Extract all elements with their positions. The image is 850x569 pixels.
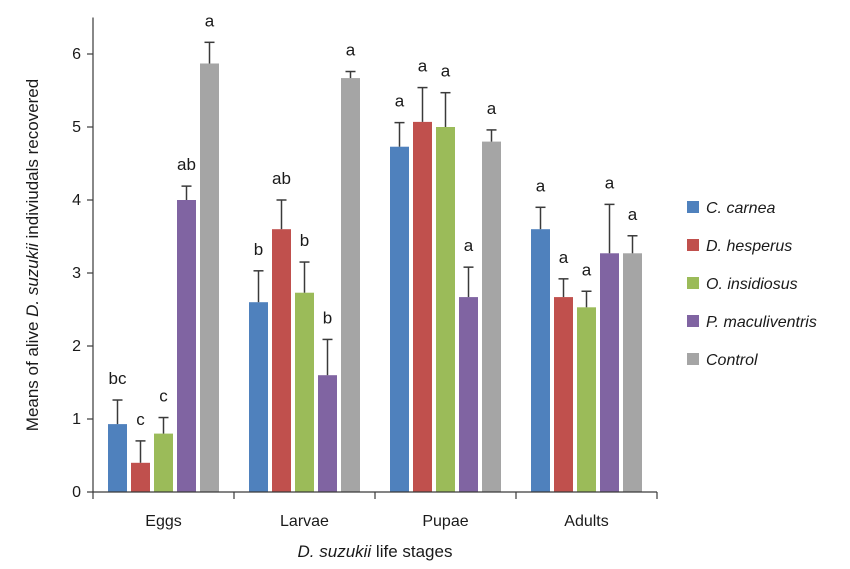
bar-pupae-3 <box>459 297 478 492</box>
legend-label-2: O. insidiosus <box>706 276 798 293</box>
axes-layer: 0 1 2 3 4 5 6 <box>72 17 658 501</box>
bar-pupae-2 <box>436 127 455 492</box>
significance-letter-eggs-1: c <box>136 410 145 429</box>
significance-letter-adults-0: a <box>536 176 546 195</box>
significance-letter-eggs-4: a <box>205 11 215 30</box>
x-axis-title-rest: life stages <box>371 542 452 561</box>
y-tick-label-0: 0 <box>72 484 81 501</box>
significance-letter-larvae-0: b <box>254 240 263 259</box>
significance-letter-adults-4: a <box>628 205 638 224</box>
bar-adults-0 <box>531 229 550 492</box>
y-tick-label-3: 3 <box>72 265 81 282</box>
x-axis-title: D. suzukii life stages <box>298 542 453 561</box>
significance-letter-larvae-1: ab <box>272 169 291 188</box>
significance-letter-pupae-4: a <box>487 99 497 118</box>
category-label-larvae: Larvae <box>280 513 329 530</box>
legend-swatch-3 <box>687 315 699 327</box>
significance-letter-adults-3: a <box>605 173 615 192</box>
bars-layer <box>108 41 642 493</box>
bar-eggs-1 <box>131 462 150 492</box>
legend: C. carnea D. hesperus O. insidiosus P. macu… <box>687 200 817 369</box>
y-tick-label-1: 1 <box>72 411 81 428</box>
significance-letter-eggs-0: bc <box>109 369 127 388</box>
significance-letter-pupae-1: a <box>418 57 428 76</box>
bar-pupae-0 <box>390 146 409 492</box>
bar-pupae-1 <box>413 121 432 492</box>
y-tick-label-4: 4 <box>72 192 81 209</box>
y-axis-title-italic: D. suzukii <box>23 242 42 317</box>
legend-swatch-4 <box>687 353 699 365</box>
legend-label-0: C. carnea <box>706 200 775 217</box>
y-tick-label-5: 5 <box>72 119 81 136</box>
y-axis-title-after: indiviudals recovered <box>23 79 42 243</box>
bar-larvae-3 <box>318 375 337 492</box>
significance-letter-adults-2: a <box>582 260 592 279</box>
bar-adults-2 <box>577 307 596 492</box>
significance-letter-larvae-2: b <box>300 231 309 250</box>
bar-pupae-4 <box>482 141 501 492</box>
y-axis-title: Means of alive D. suzukii indiviudals re… <box>23 79 42 431</box>
significance-letter-larvae-4: a <box>346 41 356 60</box>
bar-adults-4 <box>623 253 642 492</box>
category-label-pupae: Pupae <box>422 513 468 530</box>
bar-eggs-0 <box>108 424 127 492</box>
legend-swatch-0 <box>687 201 699 213</box>
significance-letter-eggs-3: ab <box>177 155 196 174</box>
bar-eggs-4 <box>200 63 219 493</box>
bar-adults-1 <box>554 297 573 492</box>
significance-letter-adults-1: a <box>559 248 569 267</box>
significance-letter-pupae-3: a <box>464 236 474 255</box>
bar-larvae-4 <box>341 78 360 492</box>
category-label-adults: Adults <box>564 513 608 530</box>
category-label-eggs: Eggs <box>145 513 181 530</box>
bar-eggs-2 <box>154 433 173 492</box>
bar-larvae-0 <box>249 302 268 492</box>
legend-label-4: Control <box>706 352 758 369</box>
legend-label-3: P. maculiventris <box>706 314 817 331</box>
bar-adults-3 <box>600 253 619 492</box>
bar-larvae-2 <box>295 292 314 492</box>
y-axis-title-before: Means of alive <box>23 317 42 431</box>
significance-letter-pupae-2: a <box>441 62 451 81</box>
bar-larvae-1 <box>272 229 291 492</box>
legend-label-1: D. hesperus <box>706 238 792 255</box>
y-tick-label-6: 6 <box>72 46 81 63</box>
bar-eggs-3 <box>177 200 196 492</box>
y-tick-label-2: 2 <box>72 338 81 355</box>
significance-letter-pupae-0: a <box>395 92 405 111</box>
legend-swatch-2 <box>687 277 699 289</box>
x-axis-title-italic: D. suzukii <box>298 542 373 561</box>
significance-letter-eggs-2: c <box>159 387 168 406</box>
significance-letter-larvae-3: b <box>323 308 332 327</box>
legend-swatch-1 <box>687 239 699 251</box>
